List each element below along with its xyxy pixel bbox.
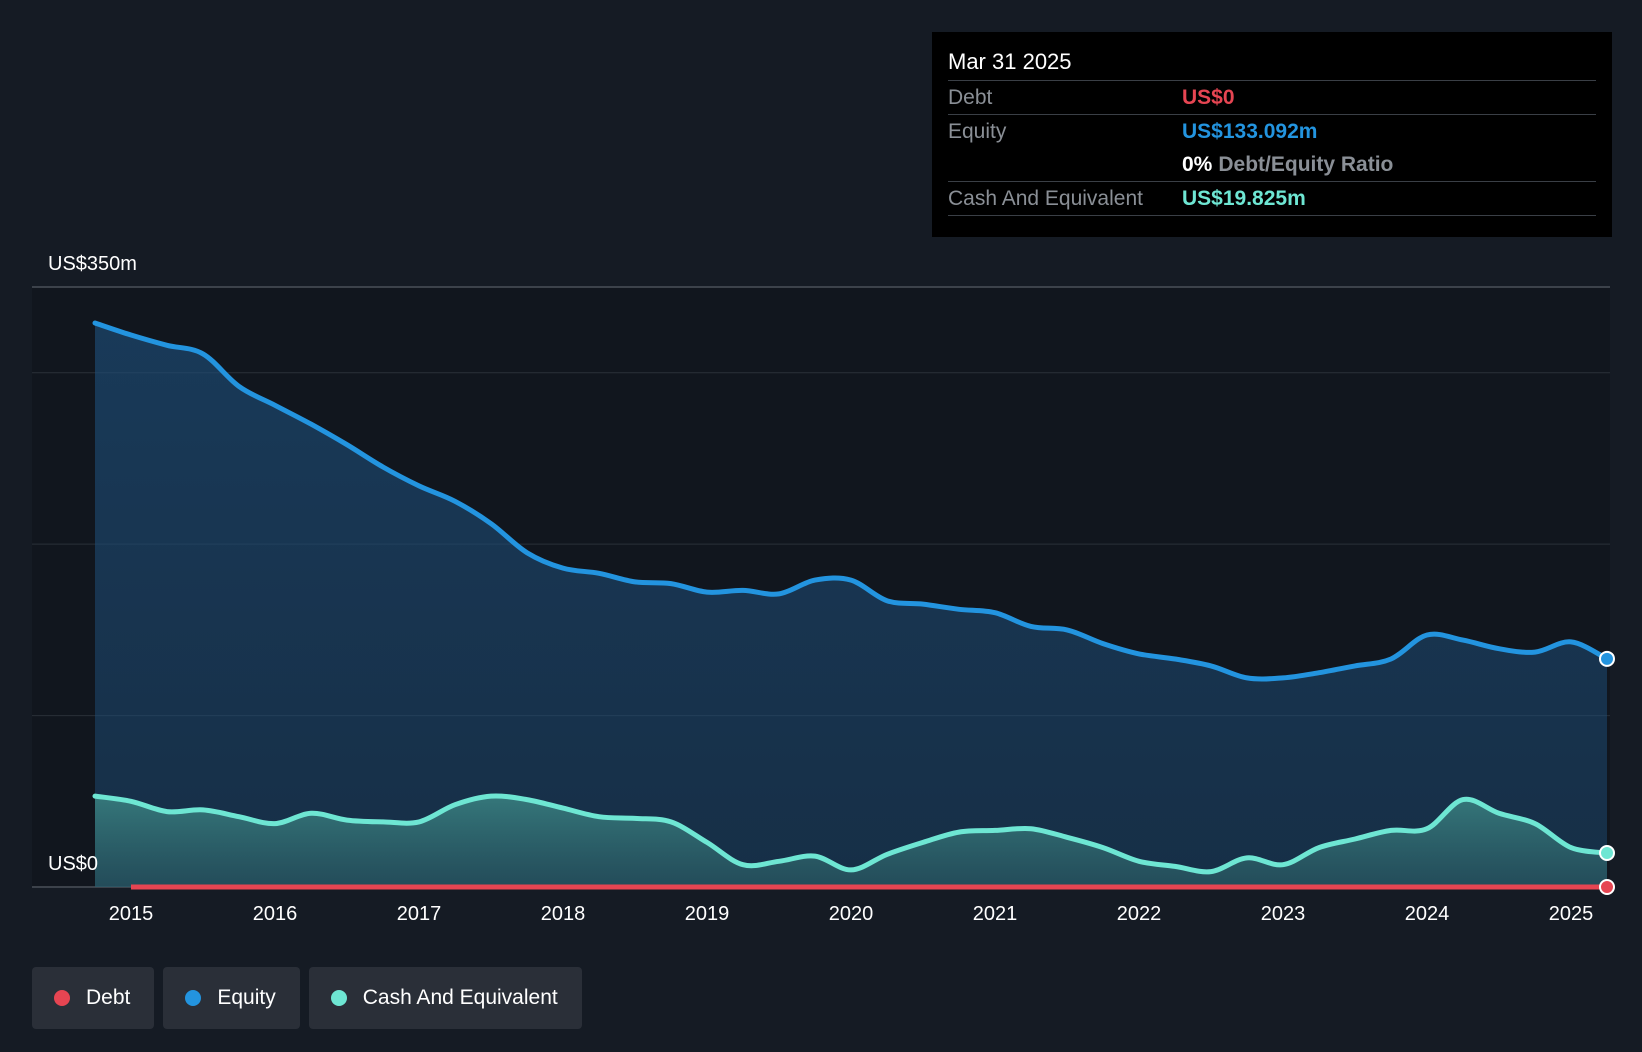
x-tick-label: 2023: [1261, 903, 1306, 925]
x-tick-label: 2018: [541, 903, 586, 925]
tooltip-debt-label: Debt: [948, 86, 993, 109]
tooltip-date: Mar 31 2025: [948, 49, 1072, 74]
y-axis-label-max: US$350m: [48, 253, 137, 275]
tooltip-ratio-label: Debt/Equity Ratio: [1218, 153, 1394, 176]
legend-debt-label: Debt: [86, 986, 131, 1009]
x-tick-label: 2017: [397, 903, 442, 925]
tooltip-debt-value: US$0: [1182, 86, 1235, 109]
x-tick-label: 2015: [109, 903, 154, 925]
x-tick-label: 2016: [253, 903, 298, 925]
tooltip-panel: Mar 31 2025 Debt US$0 Equity US$133.092m…: [932, 32, 1612, 237]
legend-item-cash[interactable]: Cash And Equivalent: [308, 967, 582, 1029]
y-axis-label-min: US$0: [48, 853, 98, 875]
x-tick-label: 2020: [829, 903, 874, 925]
tooltip-row-ratio: 0% Debt/Equity Ratio: [948, 148, 1596, 181]
x-tick-label: 2025: [1549, 903, 1594, 925]
chart-legend: Debt Equity Cash And Equivalent: [32, 967, 582, 1029]
tooltip-cash-label: Cash And Equivalent: [948, 187, 1143, 210]
equity-dot-icon: [185, 990, 202, 1006]
tooltip-equity-value: US$133.092m: [1182, 120, 1318, 143]
legend-cash-label: Cash And Equivalent: [362, 986, 558, 1009]
debt-dot-icon: [54, 990, 70, 1006]
cash-dot-icon: [330, 990, 347, 1006]
x-tick-label: 2021: [973, 903, 1018, 925]
cash-line: [92, 793, 1610, 875]
equity-area: [95, 323, 1607, 887]
tooltip-row-debt: Debt US$0: [948, 80, 1596, 114]
legend-equity-label: Equity: [217, 986, 276, 1009]
tooltip-row-cash: Cash And Equivalent US$19.825m: [948, 181, 1596, 216]
x-tick-label: 2022: [1117, 903, 1162, 925]
debt-equity-chart: 2015 2016 2017 2018 2019 2020 2021 2022 2023 2024…: [32, 253, 1615, 925]
tooltip-row-equity: Equity US$133.092m: [948, 114, 1596, 148]
cash-area: [95, 795, 1607, 887]
x-tick-label: 2019: [685, 903, 730, 925]
tooltip-cash-value: US$19.825m: [1182, 187, 1306, 210]
cash-end-marker: [1599, 845, 1615, 862]
legend-item-debt[interactable]: Debt: [32, 967, 155, 1029]
legend-item-equity[interactable]: Equity: [163, 967, 300, 1029]
equity-end-marker: [1599, 650, 1615, 667]
x-tick-label: 2024: [1405, 903, 1450, 925]
tooltip-ratio-value: 0%: [1182, 153, 1213, 176]
debt-end-marker: [1599, 879, 1615, 895]
equity-line: [92, 320, 1610, 682]
tooltip-ratio-spacer: [948, 148, 1182, 181]
tooltip-equity-label: Equity: [948, 120, 1007, 143]
